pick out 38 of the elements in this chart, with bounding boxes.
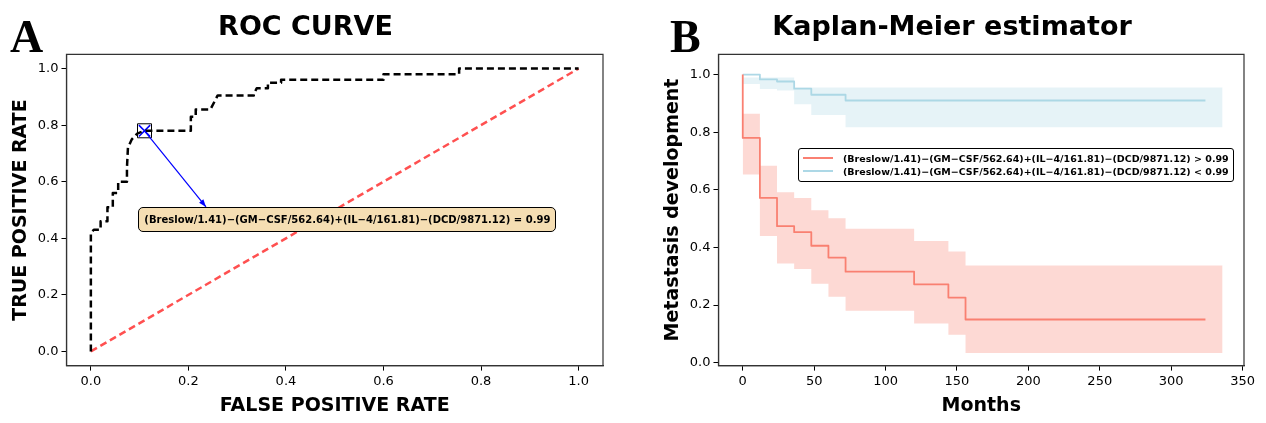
x-tick-label: 0 [738,372,747,388]
text: A [10,11,44,62]
y-tick-label: 0.6 [37,173,59,189]
y-tick-label: 0.0 [689,354,711,370]
x-axis-title: FALSE POSITIVE RATE [219,392,450,415]
y-tick-label: 0.2 [37,286,59,302]
x-tick-label: 350 [1230,372,1255,388]
x-tick-label: 250 [1087,372,1113,388]
x-tick-label: 150 [944,372,970,388]
x-tick-label: 300 [1158,372,1184,388]
x-tick-label: 0.0 [80,372,102,388]
text: B [670,11,701,62]
y-tick-label: 0.4 [37,229,59,245]
y-tick-label: 1.0 [689,65,711,81]
x-tick-label: 50 [805,372,823,388]
y-tick-label: 0.8 [689,123,711,139]
y-tick-label: 0.6 [689,181,711,197]
chart-title: Kaplan-Meier estimator [772,10,1133,42]
x-tick-label: 0.6 [373,372,394,388]
y-tick-label: 0.4 [689,238,711,254]
y-tick-label: 0.8 [37,116,59,132]
y-tick-label: 0.0 [37,342,59,358]
y-tick-label: 0.2 [689,296,711,312]
x-tick-label: 0.4 [275,372,297,388]
x-tick-label: 100 [873,372,898,388]
y-axis-title: Metastasis development [660,78,683,342]
legend-label: (Breslow/1.41)−(GM−CSF/562.64)+(IL−4/161.81)−(DCD/9871.12) > 0.99 [843,152,1229,164]
annotation: (Breslow/1.41)−(GM−CSF/562.64)+(IL−4/161.81)−(DCD/9871.12) = 0.99 [138,206,557,232]
x-tick-label: 200 [1015,372,1041,388]
legend-label: (Breslow/1.41)−(GM−CSF/562.64)+(IL−4/161.81)−(DCD/9871.12) < 0.99 [843,165,1229,177]
x-tick-label: 1.0 [568,372,589,388]
x-tick-label: 0.2 [178,372,199,388]
chart-title: ROC CURVE [218,10,393,42]
y-tick-label: 1.0 [37,59,59,75]
y-axis-title: TRUE POSITIVE RATE [8,99,31,321]
x-axis-title: Months [941,392,1021,415]
x-tick-label: 0.8 [470,372,492,388]
line-series [89,67,580,353]
